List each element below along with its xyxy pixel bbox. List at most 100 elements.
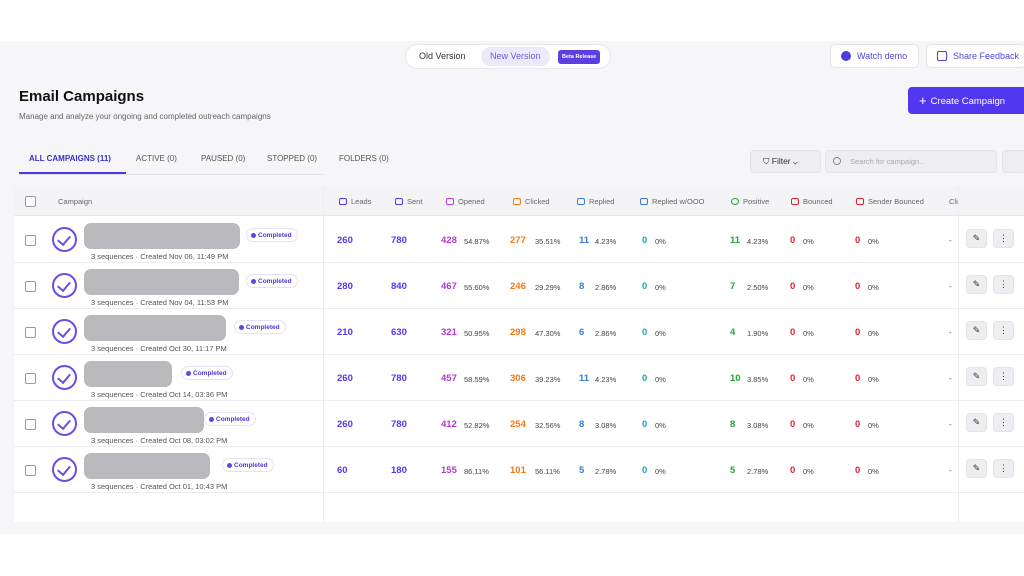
- cell-bounced-pct: 0%: [803, 329, 814, 338]
- share-feedback-button[interactable]: Share Feedback: [926, 44, 1024, 68]
- campaign-meta: 3 sequences · Created Nov 04, 11:53 PM: [91, 298, 229, 307]
- more-options-icon[interactable]: ⋮: [993, 321, 1014, 340]
- col-replied-ooo[interactable]: Replied w/OOO: [640, 197, 705, 206]
- edit-icon[interactable]: ✎: [966, 367, 987, 386]
- new-version-option[interactable]: New Version: [481, 47, 550, 66]
- replied-icon: [577, 198, 585, 205]
- positive-icon: [731, 198, 739, 205]
- edit-icon[interactable]: ✎: [966, 413, 987, 432]
- cell-positive: 4: [730, 327, 736, 338]
- select-all-checkbox[interactable]: [25, 196, 36, 207]
- version-toggle[interactable]: Old Version New Version Beta Release: [405, 44, 611, 69]
- table-row[interactable]: Completed 3 sequences · Created Nov 06, 1…: [14, 217, 1024, 263]
- cell-bounced-pct: 0%: [803, 283, 814, 292]
- col-replied[interactable]: Replied: [577, 197, 614, 206]
- col-opened-label: Opened: [458, 197, 485, 206]
- cell-replied-pct: 3.08%: [595, 421, 617, 430]
- tab-all-campaigns[interactable]: ALL CAMPAIGNS (11): [29, 154, 111, 163]
- play-icon: [841, 51, 851, 61]
- row-checkbox[interactable]: [25, 327, 36, 338]
- campaign-name-redacted[interactable]: [84, 223, 240, 249]
- table-row[interactable]: Completed 3 sequences · Created Oct 30, 1…: [14, 309, 1024, 355]
- cell-clipped: -: [949, 236, 952, 245]
- cell-replied: 6: [579, 327, 585, 338]
- cell-sender-bounced-pct: 0%: [868, 237, 879, 246]
- table-row[interactable]: Completed 3 sequences · Created Oct 14, 0…: [14, 355, 1024, 401]
- cell-sender-bounced-pct: 0%: [868, 421, 879, 430]
- col-clipped[interactable]: Cli: [949, 197, 958, 206]
- more-options-icon[interactable]: ⋮: [993, 413, 1014, 432]
- cell-opened-pct: 86.11%: [464, 467, 489, 476]
- table-row[interactable]: Completed 3 sequences · Created Oct 08, 0…: [14, 401, 1024, 447]
- status-badge: Completed: [222, 458, 274, 472]
- tab-stopped[interactable]: STOPPED (0): [267, 154, 318, 163]
- cell-replied-pct: 4.23%: [595, 375, 617, 384]
- cell-opened: 412: [441, 419, 457, 430]
- more-options-icon[interactable]: ⋮: [993, 229, 1014, 248]
- col-sent[interactable]: Sent: [395, 197, 422, 206]
- cell-clicked-pct: 39.23%: [535, 375, 561, 384]
- more-options-icon[interactable]: ⋮: [993, 367, 1014, 386]
- clicked-icon: [513, 198, 521, 205]
- active-tab-indicator: [19, 172, 126, 174]
- campaign-meta: 3 sequences · Created Oct 08, 03:02 PM: [91, 436, 228, 445]
- replied-ooo-icon: [640, 198, 648, 205]
- col-clicked[interactable]: Clicked: [513, 197, 550, 206]
- cell-clicked-pct: 35.51%: [535, 237, 561, 246]
- col-campaign[interactable]: Campaign: [58, 197, 93, 206]
- edit-icon[interactable]: ✎: [966, 321, 987, 340]
- tab-paused[interactable]: PAUSED (0): [201, 154, 246, 163]
- filter-button[interactable]: ⛉ Filter ⌄: [750, 150, 821, 173]
- cell-ooo-pct: 0%: [655, 467, 666, 476]
- edit-icon[interactable]: ✎: [966, 459, 987, 478]
- cell-bounced-pct: 0%: [803, 467, 814, 476]
- search-input[interactable]: Search for campaign...: [825, 150, 997, 173]
- cell-sent: 780: [391, 373, 407, 384]
- campaign-name-redacted[interactable]: [84, 453, 210, 479]
- col-bounced[interactable]: Bounced: [791, 197, 833, 206]
- tab-active[interactable]: ACTIVE (0): [136, 154, 177, 163]
- old-version-option[interactable]: Old Version: [419, 51, 466, 61]
- cell-opened-pct: 54.87%: [464, 237, 490, 246]
- row-checkbox[interactable]: [25, 281, 36, 292]
- chevron-down-icon: ⌄: [790, 156, 798, 166]
- edit-icon[interactable]: ✎: [966, 229, 987, 248]
- more-options-icon[interactable]: ⋮: [993, 275, 1014, 294]
- cell-sender-bounced-pct: 0%: [868, 467, 879, 476]
- campaign-meta: 3 sequences · Created Nov 06, 11:49 PM: [91, 252, 229, 261]
- cell-clicked: 254: [510, 419, 526, 430]
- col-replied-label: Replied: [589, 197, 615, 206]
- filter-label: Filter: [771, 156, 791, 166]
- campaign-name-redacted[interactable]: [84, 361, 172, 387]
- more-options-icon[interactable]: ⋮: [993, 459, 1014, 478]
- tab-folders[interactable]: FOLDERS (0): [339, 154, 389, 163]
- row-checkbox[interactable]: [25, 419, 36, 430]
- columns-toggle-button[interactable]: [1002, 150, 1024, 173]
- campaign-name-redacted[interactable]: [84, 269, 239, 295]
- edit-icon[interactable]: ✎: [966, 275, 987, 294]
- cell-clicked: 101: [510, 465, 526, 476]
- cell-sender-bounced: 0: [855, 465, 861, 476]
- campaign-name-redacted[interactable]: [84, 315, 226, 341]
- table-row[interactable]: Completed 3 sequences · Created Oct 01, 1…: [14, 447, 1024, 493]
- row-checkbox[interactable]: [25, 465, 36, 476]
- cell-sent: 180: [391, 465, 407, 476]
- campaigns-table: Campaign Leads Sent Opened Clicked Repli…: [14, 186, 1024, 522]
- row-checkbox[interactable]: [25, 235, 36, 246]
- table-row[interactable]: Completed 3 sequences · Created Nov 04, 1…: [14, 263, 1024, 309]
- cell-ooo-pct: 0%: [655, 375, 666, 384]
- watch-demo-button[interactable]: Watch demo: [830, 44, 919, 68]
- col-sender-bounced[interactable]: Sender Bounced: [856, 197, 924, 206]
- cell-sent: 780: [391, 419, 407, 430]
- create-campaign-button[interactable]: + Create Campaign: [908, 87, 1024, 114]
- col-positive[interactable]: Positive: [731, 197, 769, 206]
- col-opened[interactable]: Opened: [446, 197, 485, 206]
- cell-opened-pct: 52.82%: [464, 421, 490, 430]
- campaign-meta: 3 sequences · Created Oct 30, 11:17 PM: [91, 344, 227, 353]
- row-checkbox[interactable]: [25, 373, 36, 384]
- col-leads[interactable]: Leads: [339, 197, 371, 206]
- campaign-name-redacted[interactable]: [84, 407, 204, 433]
- completed-check-icon: [52, 365, 77, 390]
- cell-positive-pct: 2.78%: [747, 467, 769, 476]
- cell-bounced: 0: [790, 327, 796, 338]
